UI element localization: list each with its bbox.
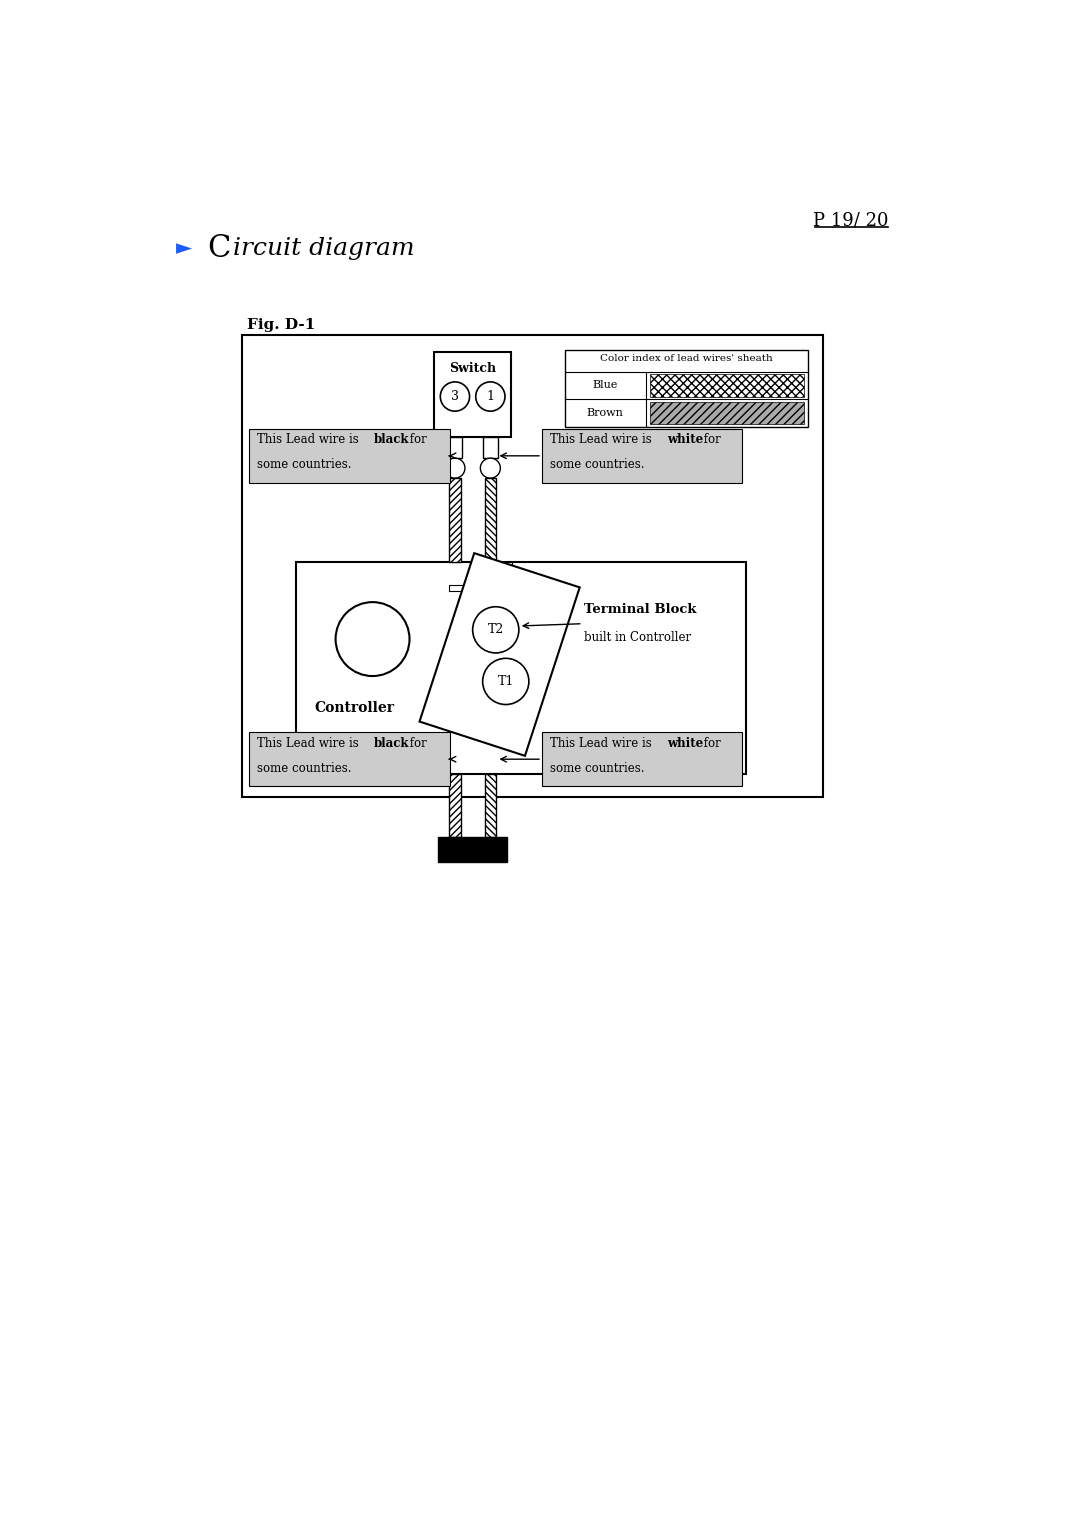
Text: This Lead wire is: This Lead wire is: [550, 738, 656, 750]
Text: Fig. D-1: Fig. D-1: [247, 318, 315, 331]
Circle shape: [336, 602, 409, 676]
Text: This Lead wire is: This Lead wire is: [257, 738, 363, 750]
Text: some countries.: some countries.: [550, 458, 644, 472]
Text: Switch: Switch: [449, 362, 496, 376]
Text: for: for: [406, 434, 428, 446]
Bar: [249, 733, 449, 786]
Text: black: black: [374, 434, 409, 446]
Text: T1: T1: [498, 675, 514, 689]
Bar: [249, 429, 449, 483]
Text: Blue: Blue: [593, 380, 618, 391]
Text: some countries.: some countries.: [550, 762, 644, 774]
Text: ►: ►: [176, 238, 192, 258]
Text: 1: 1: [486, 389, 495, 403]
Text: some countries.: some countries.: [257, 762, 352, 774]
Bar: [565, 350, 808, 428]
Bar: [449, 478, 461, 562]
Bar: [496, 562, 507, 591]
Text: 3: 3: [451, 389, 459, 403]
Bar: [542, 733, 742, 786]
Bar: [483, 437, 498, 458]
Text: Brown: Brown: [586, 408, 623, 418]
Bar: [485, 774, 496, 837]
Text: black: black: [374, 738, 409, 750]
Text: for: for: [406, 738, 428, 750]
Bar: [296, 562, 746, 774]
Circle shape: [473, 606, 518, 654]
Text: white: white: [666, 738, 703, 750]
Text: ircuit diagram: ircuit diagram: [233, 237, 415, 260]
Circle shape: [475, 382, 505, 411]
Text: white: white: [666, 434, 703, 446]
Text: some countries.: some countries.: [257, 458, 352, 472]
Bar: [650, 402, 804, 425]
Polygon shape: [419, 553, 580, 756]
Text: This Lead wire is: This Lead wire is: [550, 434, 656, 446]
Bar: [438, 837, 508, 863]
Text: Controller: Controller: [314, 701, 395, 715]
Circle shape: [441, 382, 470, 411]
Text: T2: T2: [488, 623, 504, 637]
Circle shape: [483, 658, 529, 704]
Bar: [242, 334, 823, 797]
Bar: [434, 351, 511, 437]
Bar: [449, 774, 461, 837]
Text: Color index of lead wires' sheath: Color index of lead wires' sheath: [600, 354, 772, 363]
Circle shape: [445, 458, 465, 478]
Bar: [650, 374, 804, 397]
Text: built in Controller: built in Controller: [584, 631, 691, 644]
Bar: [542, 429, 742, 483]
Text: Terminal Block: Terminal Block: [584, 603, 697, 615]
Text: This Lead wire is: This Lead wire is: [257, 434, 363, 446]
Bar: [496, 562, 512, 573]
Bar: [485, 478, 496, 562]
Text: for: for: [700, 738, 720, 750]
Circle shape: [481, 458, 500, 478]
Text: for: for: [700, 434, 720, 446]
Text: C: C: [207, 234, 230, 264]
Bar: [449, 585, 496, 591]
Text: P 19/ 20: P 19/ 20: [813, 212, 889, 229]
Bar: [447, 437, 462, 458]
